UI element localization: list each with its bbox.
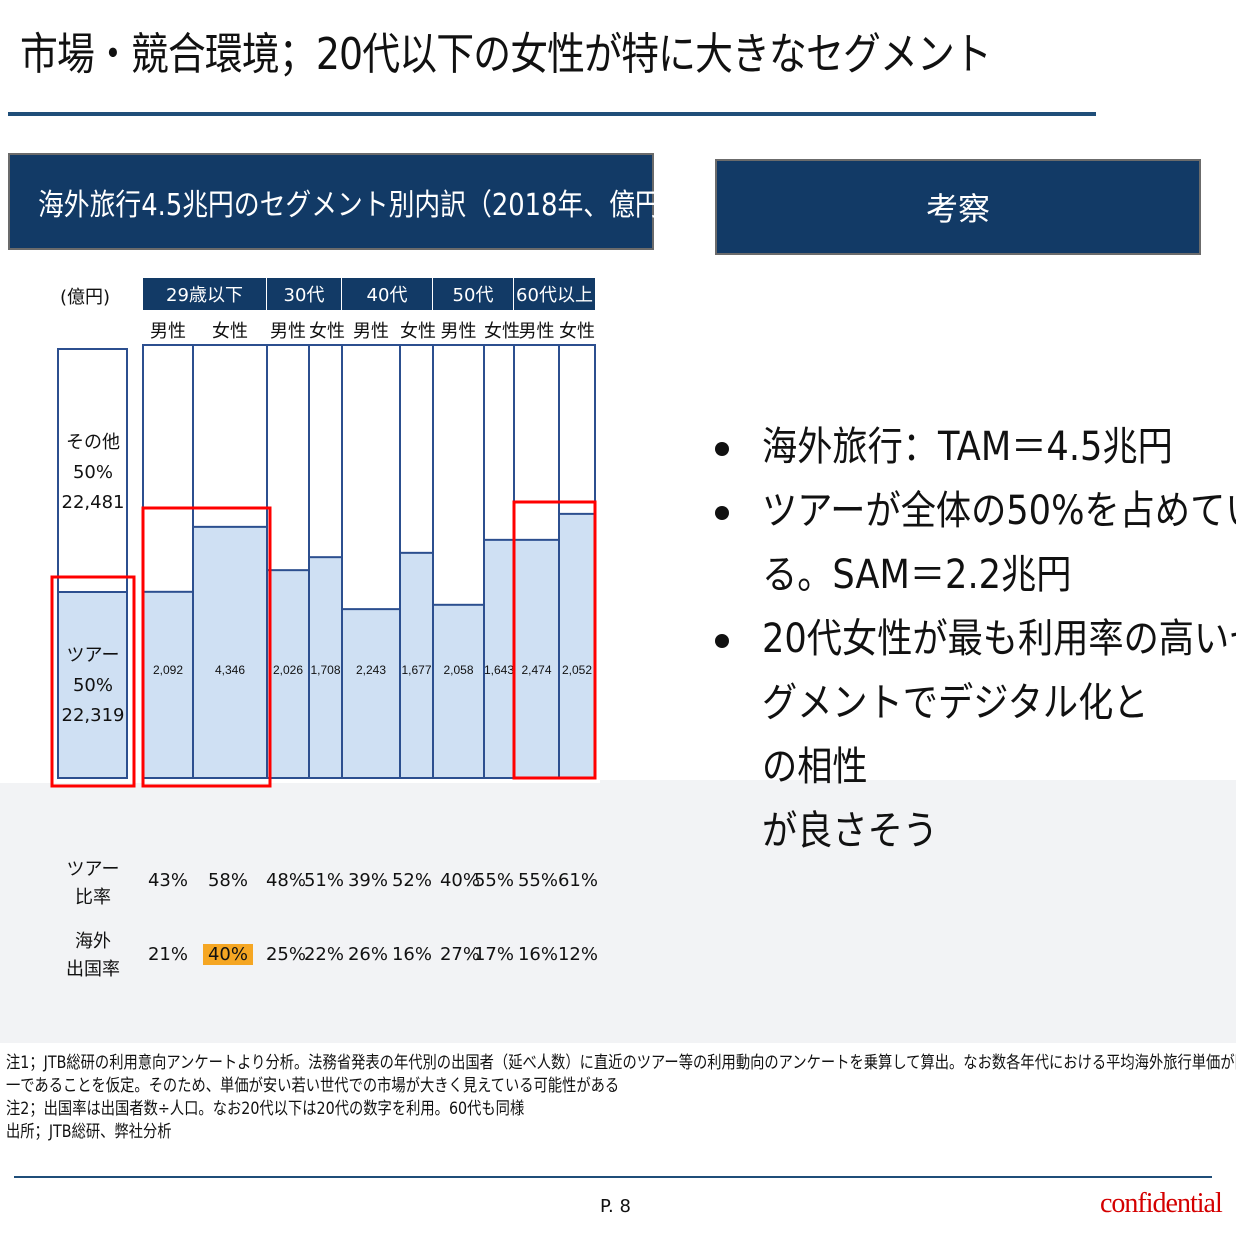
title-divider <box>8 112 1096 116</box>
sex-label: 男性 <box>518 321 555 342</box>
total-tour-share: 50% <box>72 675 113 696</box>
highlight-box-total <box>50 575 136 788</box>
unit-label: (億円) <box>60 287 111 308</box>
group-header-50s: 50代 <box>433 278 514 310</box>
total-other-value: 22,481 <box>61 492 125 513</box>
table-cell: 26% <box>347 944 388 965</box>
table-background <box>0 783 1236 1043</box>
sex-label: 男性 <box>150 321 186 342</box>
departure-rate-row-label: 海外 出国率 <box>60 928 126 984</box>
sex-label: 男性 <box>270 321 306 342</box>
tour-bar <box>483 538 515 779</box>
group-header-29-under: 29歳以下 <box>143 278 267 310</box>
total-tour-value: 22,319 <box>61 705 125 726</box>
bar-value-label: 2,058 <box>443 663 473 677</box>
row-label-line: 比率 <box>75 887 111 908</box>
bar-value-label: 1,708 <box>310 663 340 677</box>
bar-value-label: 1,643 <box>484 663 514 677</box>
tour-bar <box>432 603 485 779</box>
footnote: 一であることを仮定。そのため、単価が安い若い世代での市場が大きく見えている可能性… <box>6 1076 620 1096</box>
footnote: 注2；出国率は出国者数÷人口。なお20代以下は20代の数字を利用。60代も同様 <box>6 1099 525 1119</box>
row-label-line: 海外 <box>75 931 111 952</box>
insight-panel-title: 考察 <box>925 190 990 228</box>
total-tour-bar <box>57 591 128 779</box>
table-background-top <box>600 780 1236 800</box>
chart-panel-title: 海外旅行4.5兆円のセグメント別内訳（2018年、億円) <box>38 187 671 223</box>
bar-value-label: 2,026 <box>273 663 303 677</box>
total-other-share: 50% <box>72 462 113 483</box>
footnote: 注1；JTB総研の利用意向アンケートより分析。法務省発表の年代別の出国者（延べ人… <box>6 1053 1236 1073</box>
insight-bullet: ツアーが全体の50%を占めてい <box>712 479 1236 543</box>
total-tour-name: ツアー <box>66 645 120 666</box>
table-cell: 48% <box>265 870 306 891</box>
sex-label: 女性 <box>212 321 248 342</box>
insight-bullet-cont: グメントでデジタル化との相性 <box>762 680 1149 790</box>
highlight-box-60-over <box>512 500 597 780</box>
insight-bullets: 海外旅行：TAM＝4.5兆円 ツアーが全体の50%を占めてい る。SAM＝2.2… <box>712 415 1236 863</box>
table-cell: 51% <box>303 870 344 891</box>
sex-label: 女性 <box>484 321 520 342</box>
sex-label: 女性 <box>559 321 595 342</box>
table-cell: 55% <box>517 870 558 891</box>
total-other-label: その他 50% 22,481 <box>58 428 128 518</box>
table-cell: 21% <box>147 944 188 965</box>
tour-ratio-row-label: ツアー 比率 <box>60 856 126 912</box>
insight-bullet-cont: る。SAM＝2.2兆円 <box>762 552 1072 598</box>
tour-bar <box>192 525 268 779</box>
insight-bullet-cont: が良さそう <box>762 808 938 854</box>
footnotes: 注1；JTB総研の利用意向アンケートより分析。法務省発表の年代別の出国者（延べ人… <box>6 1052 1236 1144</box>
page-number: P. 8 <box>600 1196 631 1217</box>
group-header-40s: 40代 <box>342 278 433 310</box>
total-other-name: その他 <box>66 432 120 453</box>
sex-label: 男性 <box>353 321 389 342</box>
table-cell: 61% <box>557 870 598 891</box>
sex-label: 女性 <box>400 321 436 342</box>
table-cell: 52% <box>391 870 432 891</box>
table-cell: 16% <box>517 944 558 965</box>
confidential-mark: confidential <box>1100 1188 1223 1219</box>
tour-bar <box>558 512 596 779</box>
tour-bar <box>513 538 560 779</box>
bar-value-label: 2,092 <box>153 663 183 677</box>
tour-bar <box>308 556 343 779</box>
group-header-60-over: 60代以上 <box>514 278 595 310</box>
bar-value-label: 2,052 <box>562 663 592 677</box>
table-cell: 22% <box>303 944 344 965</box>
bar-value-label: 2,243 <box>356 663 386 677</box>
group-header-30s: 30代 <box>267 278 342 310</box>
table-cell: 25% <box>265 944 306 965</box>
table-cell: 43% <box>147 870 188 891</box>
table-cell: 16% <box>391 944 432 965</box>
footer-divider <box>14 1176 1212 1178</box>
footnote: 出所；JTB総研、弊社分析 <box>6 1122 172 1142</box>
highlight-box-29-under <box>141 506 272 788</box>
table-cell: 39% <box>347 870 388 891</box>
table-cell: 40% <box>203 944 253 965</box>
bar-value-label: 1,677 <box>401 663 431 677</box>
bar-value-label: 4,346 <box>215 663 245 677</box>
chart-panel-header: 海外旅行4.5兆円のセグメント別内訳（2018年、億円) <box>8 153 671 250</box>
segment-mekko-chart: 2,092 4,346 2,026 1,708 2,243 1,677 2,058 1,643… <box>50 344 597 788</box>
table-cell: 55% <box>473 870 514 891</box>
tour-bar <box>142 590 194 779</box>
row-label-line: 出国率 <box>66 959 120 980</box>
total-tour-label: ツアー 50% 22,319 <box>58 641 128 731</box>
insight-panel-header: 考察 <box>715 159 1201 255</box>
bar-value-label: 2,474 <box>521 663 551 677</box>
sex-label: 男性 <box>440 321 477 342</box>
tour-bar <box>341 608 401 779</box>
insight-bullet: 20代女性が最も利用率の高いセ <box>712 607 1236 671</box>
sex-label: 女性 <box>309 321 345 342</box>
table-cell: 27% <box>439 944 480 965</box>
table-cell: 58% <box>207 870 248 891</box>
row-label-line: ツアー <box>66 859 120 880</box>
insight-bullet: 海外旅行：TAM＝4.5兆円 <box>712 415 1212 479</box>
page-title: 市場・競合環境；20代以下の女性が特に大きなセグメント <box>20 29 992 80</box>
table-cell: 17% <box>473 944 514 965</box>
table-cell: 12% <box>557 944 598 965</box>
table-cell: 40% <box>439 870 480 891</box>
